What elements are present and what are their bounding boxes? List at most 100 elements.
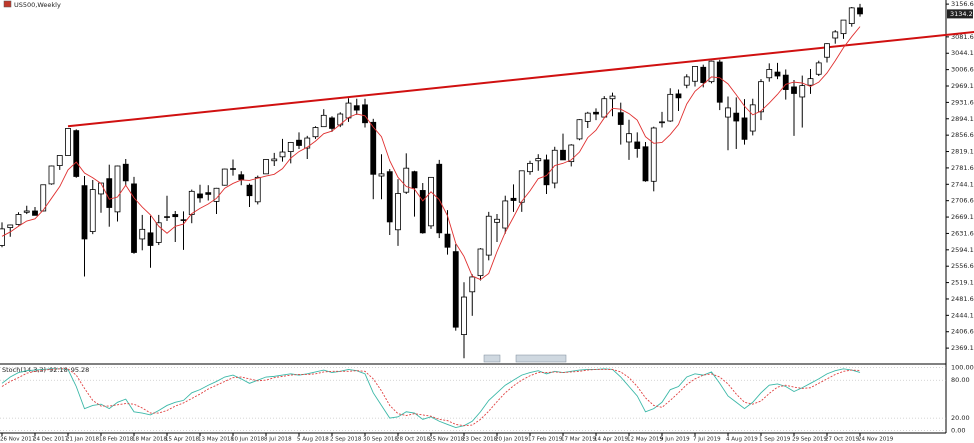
x-tick-label: 29 Sep 2019 xyxy=(792,437,827,443)
candle-body xyxy=(98,182,104,195)
candle-body xyxy=(617,112,624,125)
candle-body xyxy=(477,248,484,277)
button[interactable] xyxy=(483,354,501,363)
indicator-title: Stoch(14,3,3) 92.18 95.28 xyxy=(2,366,89,374)
x-tick-label: 7 Jul 2019 xyxy=(693,437,721,443)
x-tick-label: 17 Feb 2019 xyxy=(528,437,563,443)
y-tick-label: 2519.1 xyxy=(951,279,974,287)
candle-body xyxy=(609,95,616,100)
candle-body xyxy=(238,174,245,180)
candle-body xyxy=(254,176,261,203)
y-tick-label: 2969.1 xyxy=(951,82,974,90)
candle-body xyxy=(692,65,698,82)
y-tick-label: 2894.1 xyxy=(951,115,974,123)
candle-body xyxy=(419,190,426,234)
candle-body xyxy=(700,66,707,83)
candle-body xyxy=(81,185,88,240)
candle-body xyxy=(197,193,203,199)
candle-body xyxy=(749,104,756,132)
indicator-name: Stoch(14,3,3) xyxy=(2,366,46,374)
x-tick-label: 25 Nov 2018 xyxy=(429,437,465,443)
candle-body xyxy=(857,7,863,15)
candle-body xyxy=(634,141,641,149)
y-tick-label: 2444.1 xyxy=(951,311,974,319)
candle-body xyxy=(89,189,96,232)
candle-body xyxy=(180,219,187,221)
x-tick-label: 23 Dec 2018 xyxy=(462,437,498,443)
candle-body xyxy=(626,133,632,143)
moving-average xyxy=(1,26,861,281)
candle-body xyxy=(576,119,583,140)
candle-body xyxy=(725,107,731,118)
x-tick-label: 30 Sep 2018 xyxy=(363,437,398,443)
candle-body xyxy=(345,102,352,119)
button[interactable] xyxy=(515,354,567,363)
candle-body xyxy=(246,184,253,197)
y-tick-label: 2931.6 xyxy=(951,98,974,106)
y-tick-label: 0.00 xyxy=(951,427,965,435)
y-tick-label: 2781.6 xyxy=(951,164,974,172)
candle-body xyxy=(329,117,335,129)
indicator-buttons[interactable] xyxy=(483,354,567,363)
candle-body xyxy=(452,251,459,328)
candle-body xyxy=(716,61,723,103)
candle-body xyxy=(824,43,830,58)
candle-body xyxy=(551,149,558,184)
candle-body xyxy=(131,183,137,253)
candle-body xyxy=(593,111,599,115)
y-tick-label: 2594.1 xyxy=(951,246,974,254)
candle-body xyxy=(568,144,575,163)
candle-body xyxy=(469,276,476,293)
candle-body xyxy=(642,146,649,182)
x-tick-label: 18 Feb 2018 xyxy=(99,437,134,443)
candle-body xyxy=(650,127,657,182)
candle-body xyxy=(0,228,5,246)
candle-body xyxy=(791,86,797,94)
x-tick-label: 1 Sep 2019 xyxy=(759,437,791,443)
y-tick-label: 2819.1 xyxy=(951,148,974,156)
candle-body xyxy=(502,200,509,229)
indicator-value: 92.18 xyxy=(49,366,68,374)
stoch-line xyxy=(1,368,861,427)
candle-body xyxy=(386,171,393,223)
x-tick-label: 24 Nov 2019 xyxy=(858,437,894,443)
x-tick-label: 26 Nov 2017 xyxy=(0,437,36,443)
x-tick-label: 15 Apr 2018 xyxy=(165,437,200,443)
x-tick-label: 8 Jul 2018 xyxy=(264,437,292,443)
x-tick-label: 5 Aug 2018 xyxy=(297,437,329,443)
x-tick-label: 14 Apr 2019 xyxy=(594,437,629,443)
y-tick-label: 3156.6 xyxy=(951,0,974,8)
candle-body xyxy=(667,93,674,122)
x-tick-label: 10 Jun 2018 xyxy=(231,437,265,443)
x-tick-label: 17 Mar 2019 xyxy=(561,437,596,443)
y-tick-label: 2369.1 xyxy=(951,344,974,352)
candle-body xyxy=(205,192,212,195)
x-tick-label: 18 Mar 2018 xyxy=(132,437,167,443)
candle-body xyxy=(7,224,14,228)
candle-body xyxy=(32,210,38,216)
candle-body xyxy=(411,171,418,189)
y-tick-label: 2706.6 xyxy=(951,197,974,205)
candle-body xyxy=(304,137,311,149)
y-tick-label: 2744.1 xyxy=(951,180,974,188)
candle-body xyxy=(263,159,269,175)
candle-body xyxy=(362,104,368,124)
candle-body xyxy=(758,81,764,113)
candle-body xyxy=(65,128,71,156)
candle-body xyxy=(353,105,360,111)
candle-body xyxy=(279,151,286,158)
y-tick-label: 2481.6 xyxy=(951,295,974,303)
candle-body xyxy=(188,190,195,215)
chart-title: US500,Weekly xyxy=(14,1,61,9)
candle-body xyxy=(403,167,410,193)
price-label: 3134.2 xyxy=(950,10,973,18)
y-tick-label: 3044.1 xyxy=(951,49,974,57)
candle-body xyxy=(535,158,542,162)
candle-body xyxy=(766,69,773,79)
x-tick-label: 9 Jun 2019 xyxy=(660,437,690,443)
y-tick-label: 2406.6 xyxy=(951,328,974,336)
candle-body xyxy=(23,210,30,213)
candle-body xyxy=(312,127,319,138)
x-tick-label: 21 Jan 2018 xyxy=(66,437,99,443)
